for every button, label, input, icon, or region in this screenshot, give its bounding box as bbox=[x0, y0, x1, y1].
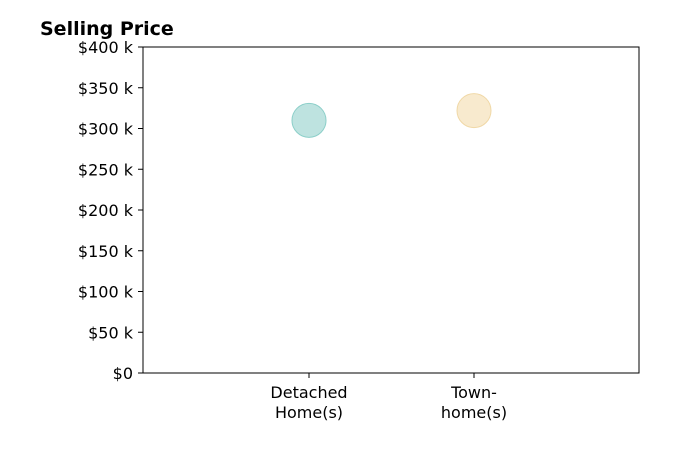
data-points bbox=[291, 93, 492, 138]
data-point bbox=[291, 102, 327, 138]
x-tick-label: Town-home(s) bbox=[441, 383, 507, 422]
plot-area-frame bbox=[142, 46, 640, 374]
x-tick-label: Detached Home(s) bbox=[270, 383, 347, 422]
y-tick-label: $300 k bbox=[78, 120, 134, 139]
x-tick-label-line: Town- bbox=[450, 383, 497, 402]
x-axis: Detached Home(s) Town-home(s) bbox=[270, 373, 507, 422]
y-tick-label: $350 k bbox=[78, 79, 134, 98]
y-tick-label: $200 k bbox=[78, 201, 134, 220]
y-tick-label: $100 k bbox=[78, 283, 134, 302]
chart-title: Selling Price bbox=[40, 18, 174, 40]
x-tick-label-line: home(s) bbox=[441, 403, 507, 422]
y-tick-label: $400 k bbox=[78, 38, 134, 57]
x-tick-label-line: Detached bbox=[270, 383, 347, 402]
y-tick-label: $0 bbox=[113, 364, 133, 383]
y-tick-label: $50 k bbox=[88, 323, 134, 342]
data-point bbox=[456, 93, 492, 129]
y-tick-label: $150 k bbox=[78, 242, 134, 261]
y-axis: $0 $50 k $100 k $150 k $200 k $250 k $300 k $35… bbox=[78, 38, 143, 383]
x-tick-label-line: Home(s) bbox=[275, 403, 343, 422]
y-tick-label: $250 k bbox=[78, 160, 134, 179]
